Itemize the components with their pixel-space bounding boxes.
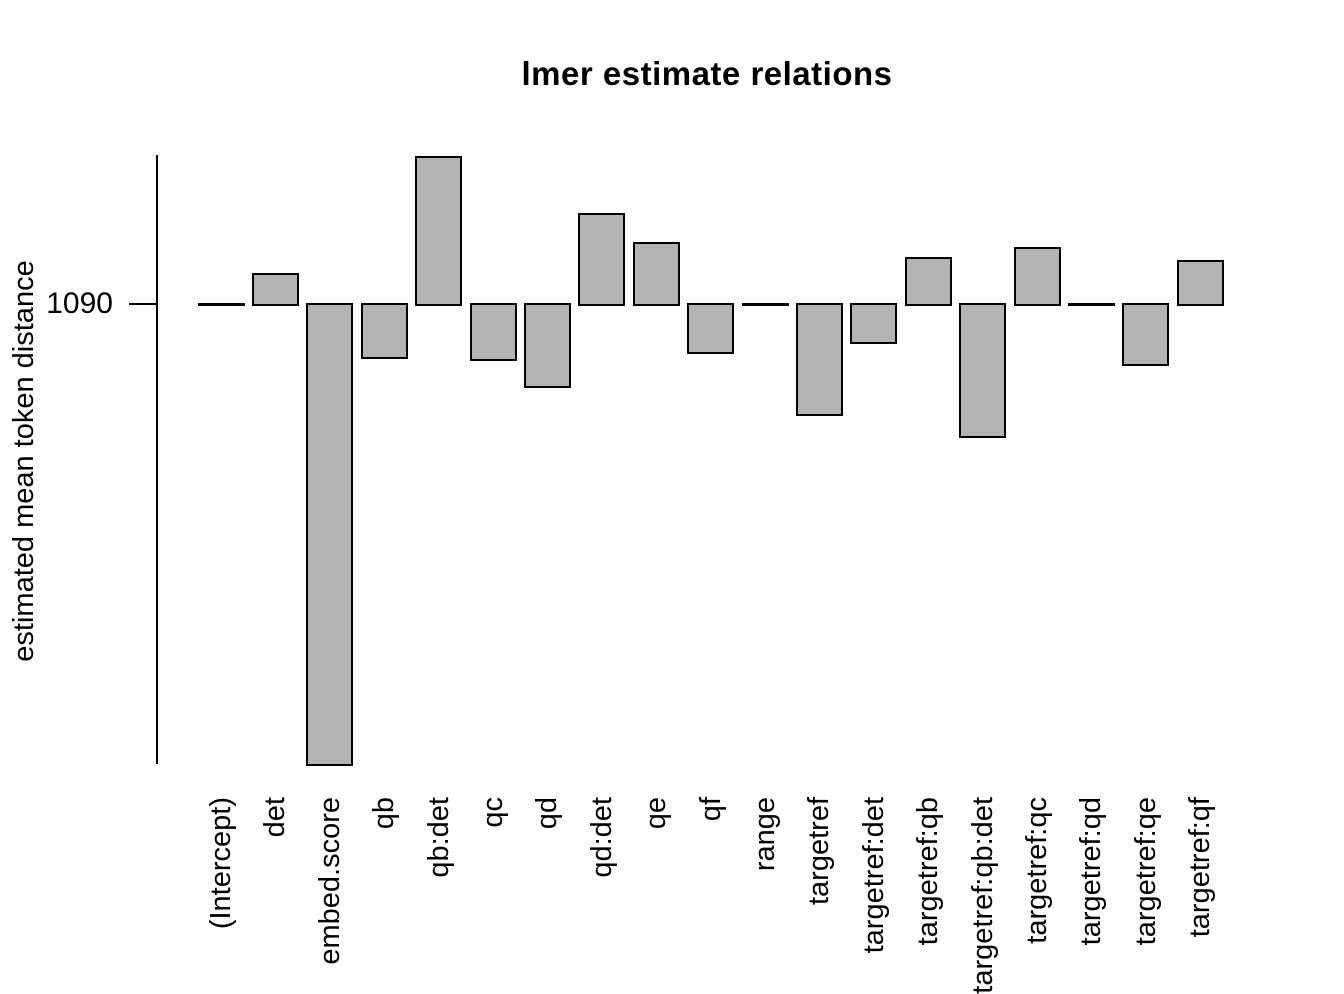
x-tick-label: targetref:qd: [1075, 797, 1108, 946]
bar: [1176, 260, 1224, 306]
y-axis-tick-mark: [129, 303, 156, 305]
x-tick-label: targetref: [803, 797, 836, 905]
chart-figure: lmer estimate relations estimated mean t…: [8, 55, 1224, 994]
x-tick-label: qe: [640, 797, 673, 830]
bar: [469, 303, 517, 361]
bar: [850, 303, 898, 344]
bar: [1013, 247, 1061, 306]
bar: [632, 242, 680, 306]
x-tick-label: det: [259, 797, 292, 838]
x-tick-label: embed.score: [313, 797, 346, 965]
x-tick-label: qf: [694, 797, 727, 822]
bar: [578, 213, 626, 306]
bar: [197, 303, 245, 306]
x-tick-label: qc: [477, 797, 509, 828]
bar: [904, 257, 952, 306]
x-tick-label: qd: [531, 797, 564, 830]
x-tick-label: targetref:qb: [912, 797, 945, 946]
x-tick-label: targetref:qb:det: [966, 797, 999, 994]
bar: [360, 303, 408, 359]
x-tick-label: qd:det: [585, 797, 618, 878]
x-tick-label: targetref:qe: [1129, 797, 1162, 946]
x-tick-label: (Intercept): [205, 797, 237, 930]
bar: [687, 303, 735, 354]
x-tick-label: targetref:det: [857, 797, 890, 954]
x-tick-label: targetref:qc: [1021, 797, 1053, 944]
bar: [1122, 303, 1170, 366]
bar: [415, 156, 463, 306]
bar: [959, 303, 1007, 438]
x-tick-label: targetref:qf: [1184, 797, 1217, 938]
bar: [741, 303, 789, 306]
bar: [523, 303, 571, 388]
x-tick-label: range: [749, 797, 781, 872]
y-axis-line: [156, 155, 158, 764]
chart-title: lmer estimate relations: [521, 55, 893, 92]
y-tick-label: 1090: [46, 287, 113, 320]
x-tick-label: qb: [368, 797, 401, 830]
bar: [251, 273, 299, 306]
bar: [1067, 303, 1115, 306]
bar: [795, 303, 843, 416]
bar: [306, 303, 354, 766]
x-tick-label: qb:det: [422, 797, 455, 878]
